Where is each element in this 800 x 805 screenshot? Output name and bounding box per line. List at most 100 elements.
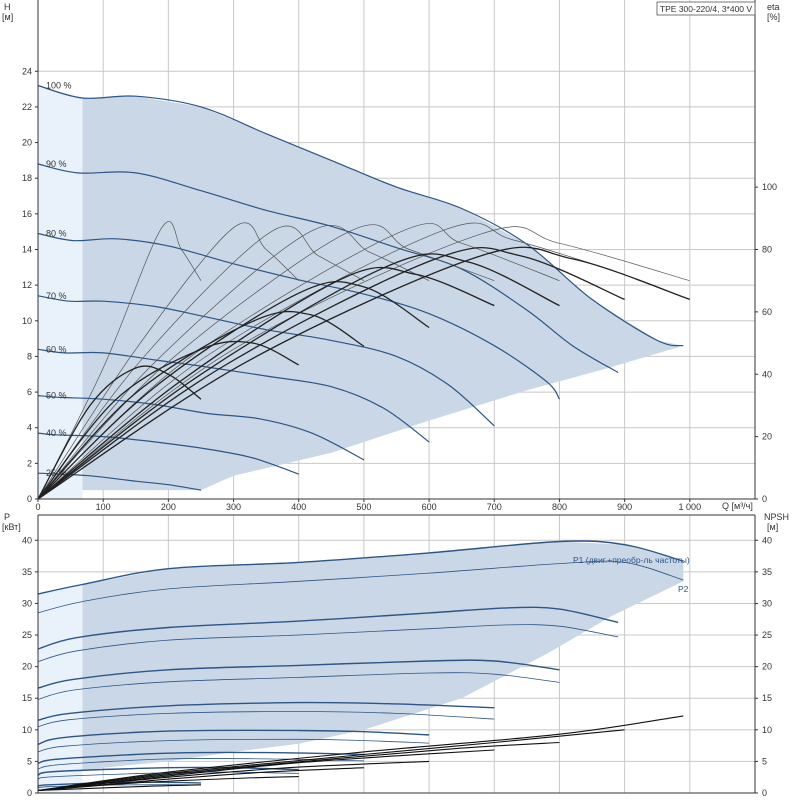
p-tick-label: 30 [22, 598, 32, 608]
bottom-ylabel-left: P [4, 512, 10, 522]
y-tick-label: 0 [27, 494, 32, 504]
efficiency-curve-bold [37, 281, 430, 500]
npsh-tick-label: 10 [762, 725, 772, 735]
bottom-ylabel-left-unit: [кВт] [2, 522, 21, 532]
p-tick-label: 10 [22, 725, 32, 735]
legend-p1-label: P1 (двиг.+преобр-ль частоты) [573, 555, 690, 565]
eta-tick-label: 80 [762, 245, 772, 255]
speed-curve [37, 232, 561, 400]
p-tick-label: 20 [22, 662, 32, 672]
p-tick-label: 0 [27, 788, 32, 798]
p-tick-label: 40 [22, 535, 32, 545]
npsh-tick-label: 40 [762, 535, 772, 545]
efficiency-curve-bold [37, 311, 365, 500]
speed-curve [37, 84, 684, 347]
y-tick-label: 8 [27, 351, 32, 361]
legend-p2-label: P2 [678, 584, 689, 594]
bottom-ylabel-right: NPSH [764, 512, 789, 522]
y-tick-label: 18 [22, 173, 32, 183]
chart-title-box [656, 1, 756, 16]
eta-tick-label: 100 [762, 182, 777, 192]
power-curve-p1 [37, 729, 430, 746]
eta-tick-label: 0 [762, 494, 767, 504]
y-tick-label: 24 [22, 66, 32, 76]
speed-curve-label: 90 % [46, 159, 67, 169]
p-tick-label: 35 [22, 567, 32, 577]
low-flow-region [38, 85, 83, 499]
power-envelope [82, 541, 684, 771]
efficiency-curve-bold [37, 246, 691, 500]
speed-curve-label: 100 % [46, 81, 72, 91]
bottom-plot-envelope [38, 541, 684, 793]
npsh-tick-label: 0 [762, 788, 767, 798]
power-curve-p1 [37, 606, 619, 650]
power-curve-p2 [37, 624, 619, 662]
x-tick-label: 0 [35, 502, 40, 512]
speed-curve [37, 163, 619, 374]
eta-tick-label: 60 [762, 307, 772, 317]
top-plot-envelope [38, 85, 684, 499]
power-curve-p1 [37, 701, 495, 721]
power-curve-p2 [37, 711, 495, 728]
top-ylabel-right-unit: [%] [767, 12, 780, 22]
efficiency-curve-bold [37, 253, 560, 500]
p-tick-label: 5 [27, 756, 32, 766]
chart-title: TPE 300-220/4, 3*400 V [660, 4, 752, 14]
y-tick-label: 12 [22, 280, 32, 290]
npsh-curve [37, 749, 495, 792]
speed-curve-label: 70 % [46, 291, 67, 301]
power-low-flow-region [38, 584, 83, 793]
npsh-tick-label: 25 [762, 630, 772, 640]
efficiency-curve [37, 224, 430, 500]
npsh-curve [37, 715, 684, 792]
x-tick-label: 700 [487, 502, 502, 512]
p-tick-label: 15 [22, 693, 32, 703]
speed-curve-label: 80 % [46, 228, 67, 238]
x-tick-label: 1 000 [679, 502, 702, 512]
eta-tick-label: 40 [762, 369, 772, 379]
efficiency-curve [37, 221, 202, 500]
eta-tick-label: 20 [762, 432, 772, 442]
speed-curve-label: 40 % [46, 428, 67, 438]
efficiency-curve [37, 225, 365, 500]
efficiency-curve [37, 222, 299, 500]
power-curve-p2 [37, 757, 364, 770]
npsh-curve [37, 760, 430, 792]
y-tick-label: 2 [27, 458, 32, 468]
efficiency-curve-bold [37, 266, 495, 500]
x-tick-label: 200 [161, 502, 176, 512]
y-tick-label: 14 [22, 245, 32, 255]
speed-curve-label: 50 % [46, 391, 67, 401]
y-tick-label: 16 [22, 209, 32, 219]
x-tick-label: 900 [617, 502, 632, 512]
p-tick-label: 25 [22, 630, 32, 640]
y-tick-label: 10 [22, 316, 32, 326]
bottom-plot-axes: 0 5 10 15 20 25 30 35 40 0 5 10 15 20 25 30 35 40 [22, 514, 772, 798]
power-curve-p1 [37, 659, 560, 689]
npsh-curve [37, 741, 560, 792]
power-curve-p1 [37, 766, 299, 776]
top-xlabel: Q [м³/ч] [722, 501, 753, 511]
npsh-tick-label: 15 [762, 693, 772, 703]
speed-curve-label: 60 % [46, 344, 67, 354]
top-ylabel-right: eta [767, 2, 780, 12]
bottom-plot-curves [37, 540, 684, 792]
npsh-curve [37, 776, 299, 792]
npsh-tick-label: 30 [762, 598, 772, 608]
x-tick-label: 500 [356, 502, 371, 512]
npsh-curve [37, 784, 202, 792]
top-plot-curves: 100 %90 %80 %70 %60 %50 %40 %25 % [37, 81, 691, 500]
efficiency-curve [37, 222, 625, 500]
speed-curve [37, 432, 299, 475]
power-curve-p2 [37, 672, 560, 700]
y-tick-label: 22 [22, 102, 32, 112]
y-tick-label: 6 [27, 387, 32, 397]
speed-curve [37, 395, 365, 461]
x-tick-label: 800 [552, 502, 567, 512]
top-ylabel-left-unit: [м] [2, 12, 13, 22]
top-ylabel-left: H [4, 2, 11, 12]
y-tick-label: 20 [22, 138, 32, 148]
